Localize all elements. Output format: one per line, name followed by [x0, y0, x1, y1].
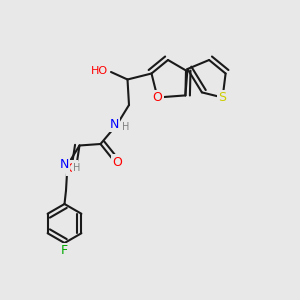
- Text: H: H: [73, 163, 80, 173]
- Text: N: N: [109, 118, 119, 131]
- Text: O: O: [153, 91, 162, 104]
- Text: O: O: [67, 161, 77, 175]
- Text: N: N: [60, 158, 69, 172]
- Text: S: S: [219, 91, 226, 104]
- Text: O: O: [112, 155, 122, 169]
- Text: H: H: [122, 122, 130, 133]
- Text: F: F: [61, 244, 68, 257]
- Text: HO: HO: [91, 65, 108, 76]
